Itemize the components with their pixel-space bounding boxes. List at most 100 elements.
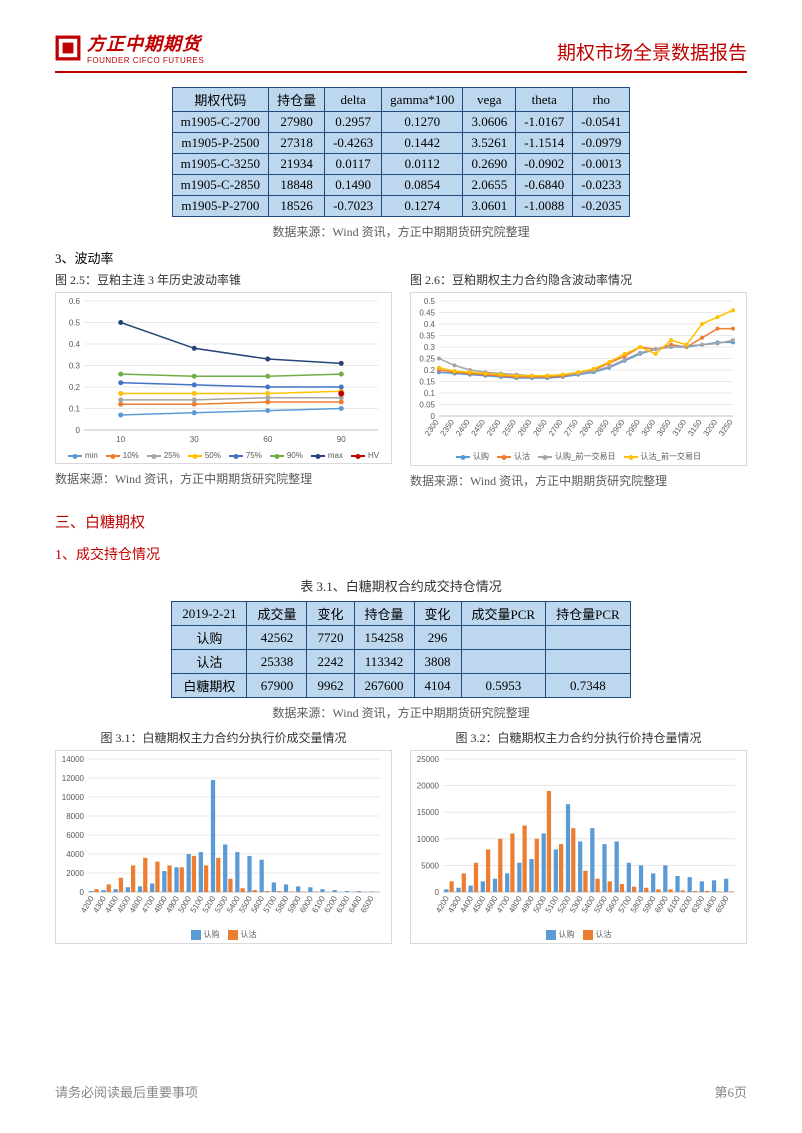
chart26-svg: 00.050.10.150.20.250.30.350.40.450.52300… — [411, 293, 741, 448]
sugar-table: 2019-2-21成交量变化持仓量变化成交量PCR持仓量PCR 认购425627… — [171, 601, 630, 698]
report-title: 期权市场全景数据报告 — [557, 38, 747, 65]
table-cell: m1905-C-2850 — [172, 175, 268, 196]
table-cell: 27980 — [269, 112, 325, 133]
legend-item: 认沽 — [228, 929, 257, 940]
svg-text:3200: 3200 — [702, 418, 720, 438]
table-cell: 3.0606 — [463, 112, 516, 133]
table-cell: -0.4263 — [325, 133, 382, 154]
table-header: 2019-2-21 — [172, 602, 247, 626]
table-cell: 42562 — [247, 626, 307, 650]
table-header: rho — [573, 88, 630, 112]
svg-text:30: 30 — [190, 435, 199, 444]
table-cell: 0.1274 — [382, 196, 463, 217]
header-rule — [55, 71, 747, 73]
chart25-source: 数据来源：Wind 资讯，方正中期期货研究院整理 — [55, 470, 392, 487]
table-cell: -0.0541 — [573, 112, 630, 133]
table-cell: 2242 — [307, 650, 354, 674]
table-cell: -1.0088 — [516, 196, 573, 217]
svg-text:2500: 2500 — [485, 418, 503, 438]
table-header: 期权代码 — [172, 88, 268, 112]
legend-item: 认购 — [456, 451, 489, 462]
table-cell: 25338 — [247, 650, 307, 674]
legend-item: 认购_前一交易日 — [538, 451, 615, 462]
legend-item: HV — [351, 451, 379, 460]
chart31-svg: 0200040006000800010000120001400042004300… — [56, 751, 386, 926]
svg-text:12000: 12000 — [62, 774, 85, 783]
svg-text:2450: 2450 — [469, 418, 487, 438]
table-header: 成交量PCR — [461, 602, 546, 626]
table-row: m1905-P-250027318-0.42630.14423.5261-1.1… — [172, 133, 630, 154]
svg-text:90: 90 — [337, 435, 346, 444]
svg-text:0.6: 0.6 — [69, 297, 81, 306]
logo-icon — [55, 35, 81, 61]
logo-block: 方正中期期货 FOUNDER CIFCO FUTURES — [55, 30, 204, 65]
table-cell: m1905-P-2700 — [172, 196, 268, 217]
table-cell — [461, 626, 546, 650]
section3-heading: 三、白糖期权 — [55, 511, 747, 532]
footer-left: 请务必阅读最后重要事项 — [55, 1082, 198, 1101]
table-row: m1905-C-2700279800.29570.12703.0606-1.01… — [172, 112, 630, 133]
table-cell: 白糖期权 — [172, 674, 247, 698]
svg-text:15000: 15000 — [417, 808, 440, 817]
legend-item: 认沽_前一交易日 — [624, 451, 701, 462]
table-cell: -0.0013 — [573, 154, 630, 175]
table2-title: 表 3.1、白糖期权合约成交持仓情况 — [55, 576, 747, 595]
svg-text:5000: 5000 — [421, 861, 439, 870]
svg-text:8000: 8000 — [66, 812, 84, 821]
chart32-title: 图 3.2：白糖期权主力合约分执行价持仓量情况 — [410, 729, 747, 746]
svg-text:2000: 2000 — [66, 869, 84, 878]
table-header: delta — [325, 88, 382, 112]
svg-text:0.45: 0.45 — [419, 309, 435, 318]
svg-text:0.4: 0.4 — [69, 340, 81, 349]
table-cell — [461, 650, 546, 674]
table-cell: 267600 — [354, 674, 414, 698]
svg-text:3100: 3100 — [671, 418, 689, 438]
legend-item: 认沽 — [583, 929, 612, 940]
svg-text:0: 0 — [435, 888, 440, 897]
svg-text:2850: 2850 — [593, 418, 611, 438]
legend-item: 认购 — [546, 929, 575, 940]
table-row: 认沽2533822421133423808 — [172, 650, 630, 674]
svg-text:0.5: 0.5 — [424, 297, 436, 306]
table-cell: 18848 — [269, 175, 325, 196]
svg-text:0.2: 0.2 — [424, 366, 436, 375]
svg-text:25000: 25000 — [417, 755, 440, 764]
chart26-legend: 认购认沽认购_前一交易日认沽_前一交易日 — [411, 448, 746, 465]
svg-text:6500: 6500 — [359, 894, 376, 914]
chart25-legend: min10%25%50%75%90%maxHV — [56, 448, 391, 463]
svg-text:0.1: 0.1 — [69, 405, 81, 414]
svg-text:2300: 2300 — [423, 418, 441, 438]
vol-section-label: 3、波动率 — [55, 248, 747, 267]
table-cell: 认沽 — [172, 650, 247, 674]
table-row: m1905-P-270018526-0.70230.12743.0601-1.0… — [172, 196, 630, 217]
svg-text:60: 60 — [263, 435, 272, 444]
legend-item: max — [311, 451, 343, 460]
table-cell: 18526 — [269, 196, 325, 217]
table-cell: -0.7023 — [325, 196, 382, 217]
svg-text:0.3: 0.3 — [69, 362, 81, 371]
table-cell: 0.7348 — [546, 674, 631, 698]
table-header: gamma*100 — [382, 88, 463, 112]
table-header: theta — [516, 88, 573, 112]
svg-text:3150: 3150 — [686, 418, 704, 438]
table-cell: 0.0117 — [325, 154, 382, 175]
chart32-legend: 认购认沽 — [411, 926, 746, 943]
table-cell: 3.0601 — [463, 196, 516, 217]
chart25-svg: 00.10.20.30.40.50.610306090 — [56, 293, 386, 448]
chart26-title: 图 2.6：豆粕期权主力合约隐含波动率情况 — [410, 271, 747, 288]
svg-text:0: 0 — [80, 888, 85, 897]
table-cell: 0.2957 — [325, 112, 382, 133]
chart25-title: 图 2.5：豆粕主连 3 年历史波动率锥 — [55, 271, 392, 288]
table1-source: 数据来源：Wind 资讯，方正中期期货研究院整理 — [55, 223, 747, 240]
page-footer: 请务必阅读最后重要事项 第6页 — [55, 1082, 747, 1101]
chart25-box: 00.10.20.30.40.50.610306090 min10%25%50%… — [55, 292, 392, 464]
table-cell: 0.1270 — [382, 112, 463, 133]
svg-text:6000: 6000 — [66, 831, 84, 840]
svg-text:14000: 14000 — [62, 755, 85, 764]
footer-right: 第6页 — [714, 1082, 747, 1101]
svg-text:2600: 2600 — [516, 418, 534, 438]
svg-text:0.3: 0.3 — [424, 343, 436, 352]
svg-text:0.05: 0.05 — [419, 401, 435, 410]
legend-item: 90% — [270, 451, 303, 460]
svg-text:10000: 10000 — [417, 835, 440, 844]
